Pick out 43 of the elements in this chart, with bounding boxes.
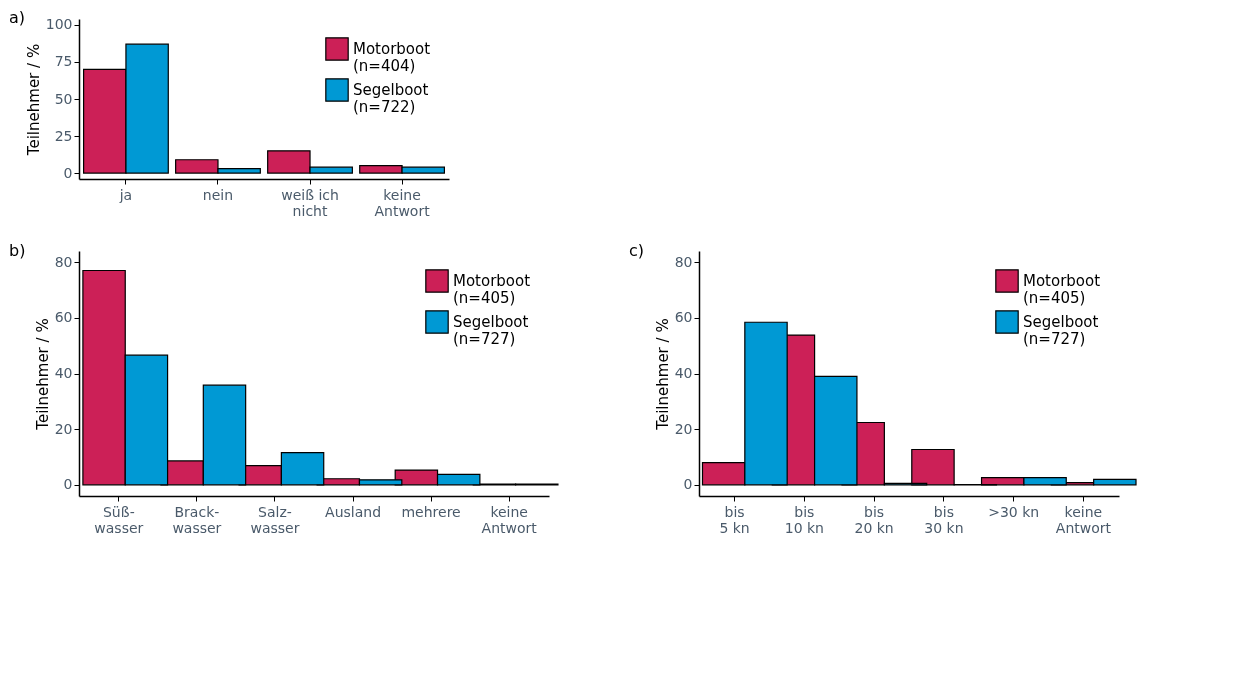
chart-title: c) — [629, 241, 645, 260]
x-tick-label: keine Antwort — [481, 503, 538, 536]
x-tick-label: bis 5 kn — [719, 503, 750, 536]
chart-title: b) — [9, 241, 26, 260]
x-tick-label: Süß- wasser — [94, 503, 144, 536]
x-tick-label: keine Antwort — [374, 186, 431, 219]
x-tick-label: >30 kn — [988, 503, 1040, 520]
legend-label: Segelboot (n=722) — [353, 81, 429, 116]
x-tick-label: weiß ich nicht — [281, 186, 339, 219]
y-tick-label: 100 — [45, 16, 73, 33]
y-tick-label: 75 — [54, 53, 73, 70]
chart-title: a) — [9, 7, 26, 27]
y-tick-label: 25 — [54, 127, 73, 144]
y-tick-label: 80 — [54, 253, 73, 270]
legend-label: Motorboot (n=404) — [353, 40, 431, 75]
x-tick-label: Salz- wasser — [250, 503, 300, 536]
y-tick-label: 20 — [674, 420, 693, 437]
y-axis-title: Teilnehmer / % — [33, 318, 52, 431]
y-axis-title: Teilnehmer / % — [24, 43, 43, 157]
y-tick-label: 60 — [54, 309, 73, 326]
y-tick-label: 60 — [674, 309, 693, 326]
legend-label: Segelboot (n=727) — [453, 313, 529, 348]
y-tick-label: 20 — [54, 420, 73, 437]
x-tick-label: ja — [118, 186, 133, 203]
y-axis-title: Teilnehmer / % — [653, 318, 672, 431]
legend-label: Motorboot (n=405) — [453, 272, 531, 307]
y-tick-label: 0 — [683, 476, 693, 493]
y-tick-label: 0 — [63, 476, 73, 493]
x-tick-label: mehrere — [401, 503, 461, 520]
x-tick-label: bis 20 kn — [854, 503, 894, 536]
legend-label: Segelboot (n=727) — [1023, 313, 1099, 348]
y-tick-label: 80 — [674, 253, 693, 270]
x-tick-label: keine Antwort — [1055, 503, 1112, 536]
legend-label: Motorboot (n=405) — [1023, 272, 1101, 307]
x-tick-label: bis 30 kn — [924, 503, 964, 536]
y-tick-label: 40 — [674, 365, 693, 381]
y-tick-label: 40 — [54, 365, 73, 381]
x-tick-label: Brack- wasser — [172, 503, 222, 536]
y-tick-label: 0 — [63, 164, 73, 181]
x-tick-label: Ausland — [325, 503, 382, 520]
y-tick-label: 50 — [54, 90, 73, 107]
x-tick-label: nein — [202, 186, 234, 203]
x-tick-label: bis 10 kn — [784, 503, 824, 536]
